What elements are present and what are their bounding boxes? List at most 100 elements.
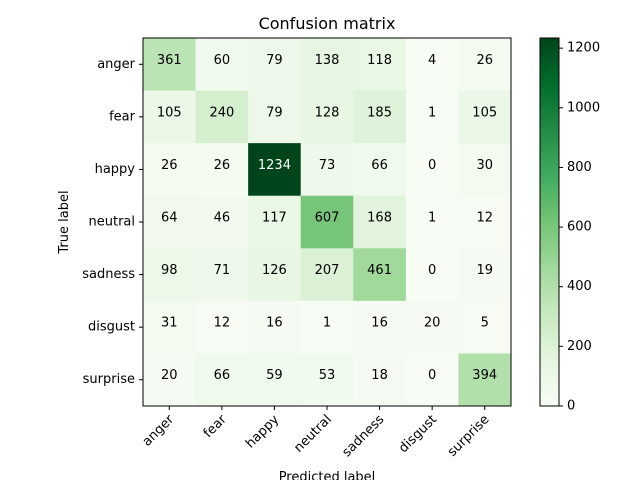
cell-value-label: 1 <box>428 211 436 226</box>
cell-value-label: 105 <box>157 105 182 120</box>
heatmap-cell <box>143 38 197 92</box>
x-tick-label: happy <box>243 412 282 451</box>
heatmap-cell <box>300 248 354 302</box>
heatmap-cell <box>143 353 197 407</box>
heatmap-cell <box>195 38 249 92</box>
cell-value-label: 207 <box>315 263 340 278</box>
heatmap-cell <box>300 195 354 249</box>
cell-value-label: 168 <box>367 211 392 226</box>
heatmap-cell <box>248 300 302 354</box>
heatmap-cell <box>195 143 249 197</box>
cell-value-label: 66 <box>214 368 231 383</box>
cell-value-label: 1234 <box>258 158 291 173</box>
y-axis-ticks: anger fear happy neutral sadness disgust surpr… <box>82 57 143 387</box>
cell-value-label: 64 <box>161 211 178 226</box>
cell-value-label: 60 <box>214 53 231 68</box>
heatmap-cell <box>405 353 459 407</box>
heatmap-cell <box>248 143 302 197</box>
colorbar-tick-label: 0 <box>567 399 575 414</box>
heatmap-cell <box>458 143 512 197</box>
colorbar-tick-label: 1000 <box>567 100 600 115</box>
cell-value-label: 18 <box>371 368 388 383</box>
cell-value-label: 26 <box>161 158 178 173</box>
cell-value-label: 240 <box>209 105 234 120</box>
cell-value-label: 0 <box>428 368 436 383</box>
cell-value-label: 98 <box>161 263 178 278</box>
heatmap-cell <box>300 300 354 354</box>
heatmap-cell <box>195 248 249 302</box>
heatmap-cell <box>353 248 407 302</box>
cell-value-label: 59 <box>266 368 283 383</box>
y-tick-label: sadness <box>82 267 135 282</box>
cell-value-label: 117 <box>262 211 287 226</box>
cell-value-label: 19 <box>476 263 493 278</box>
chart-title: Confusion matrix <box>259 14 396 33</box>
cell-value-label: 20 <box>424 316 441 331</box>
heatmap-cell <box>195 300 249 354</box>
heatmap-cell <box>143 300 197 354</box>
colorbar-tick-label: 1200 <box>567 41 600 56</box>
x-tick-label: neutral <box>291 412 334 455</box>
colorbar-tick-label: 400 <box>567 279 592 294</box>
cell-value-label: 1 <box>323 316 331 331</box>
heatmap-cell <box>458 353 512 407</box>
y-tick-label: neutral <box>89 215 136 230</box>
heatmap-cell <box>405 300 459 354</box>
heatmap-cell <box>248 353 302 407</box>
cell-value-label: 0 <box>428 158 436 173</box>
cell-value-label: 5 <box>481 316 489 331</box>
cell-value-label: 53 <box>319 368 336 383</box>
heatmap-cell <box>248 38 302 92</box>
cell-value-label: 12 <box>214 316 231 331</box>
heatmap-cell <box>458 300 512 354</box>
heatmap-cell <box>353 143 407 197</box>
heatmap-cell <box>405 38 459 92</box>
heatmap-cell <box>195 195 249 249</box>
y-tick-label: anger <box>97 57 135 72</box>
heatmap-cell <box>458 195 512 249</box>
cell-value-label: 394 <box>472 368 497 383</box>
heatmap-cell <box>405 248 459 302</box>
cell-value-label: 361 <box>157 53 182 68</box>
cell-value-label: 126 <box>262 263 287 278</box>
heatmap-cell <box>195 90 249 144</box>
heatmap-cell <box>143 143 197 197</box>
cell-value-label: 66 <box>371 158 388 173</box>
heatmap-cell <box>353 300 407 354</box>
heatmap-cell <box>405 143 459 197</box>
x-tick-label: fear <box>201 412 230 441</box>
cell-value-label: 30 <box>476 158 493 173</box>
x-tick-label: surprise <box>445 412 493 460</box>
heatmap-cell <box>195 353 249 407</box>
cell-value-label: 461 <box>367 263 392 278</box>
heatmap-cell <box>143 90 197 144</box>
colorbar-ticks: 0 200 400 600 800 1000 1200 <box>559 41 600 414</box>
heatmap-cell <box>300 38 354 92</box>
cell-value-label: 46 <box>214 211 231 226</box>
cell-value-label: 118 <box>367 53 392 68</box>
x-axis-label: Predicted label <box>279 470 376 480</box>
cell-value-label: 12 <box>476 211 493 226</box>
colorbar-tick-label: 600 <box>567 220 592 235</box>
cell-value-label: 128 <box>315 105 340 120</box>
cell-value-label: 4 <box>428 53 436 68</box>
y-tick-label: happy <box>95 162 136 177</box>
y-tick-label: surprise <box>83 372 135 387</box>
heatmap-cell <box>248 90 302 144</box>
heatmap-cell <box>405 195 459 249</box>
x-tick-label: anger <box>140 412 178 450</box>
heatmap-cell <box>353 90 407 144</box>
cell-value-label: 26 <box>214 158 231 173</box>
y-axis-label: True label <box>57 190 72 254</box>
heatmap-cell <box>458 90 512 144</box>
y-tick-label: fear <box>109 109 136 124</box>
cell-value-label: 71 <box>214 263 231 278</box>
cell-value-label: 31 <box>161 316 178 331</box>
heatmap-cell <box>248 248 302 302</box>
heatmap-cell <box>405 90 459 144</box>
y-tick-label: disgust <box>88 320 135 335</box>
heatmap-cell <box>300 143 354 197</box>
heatmap-cell <box>248 195 302 249</box>
